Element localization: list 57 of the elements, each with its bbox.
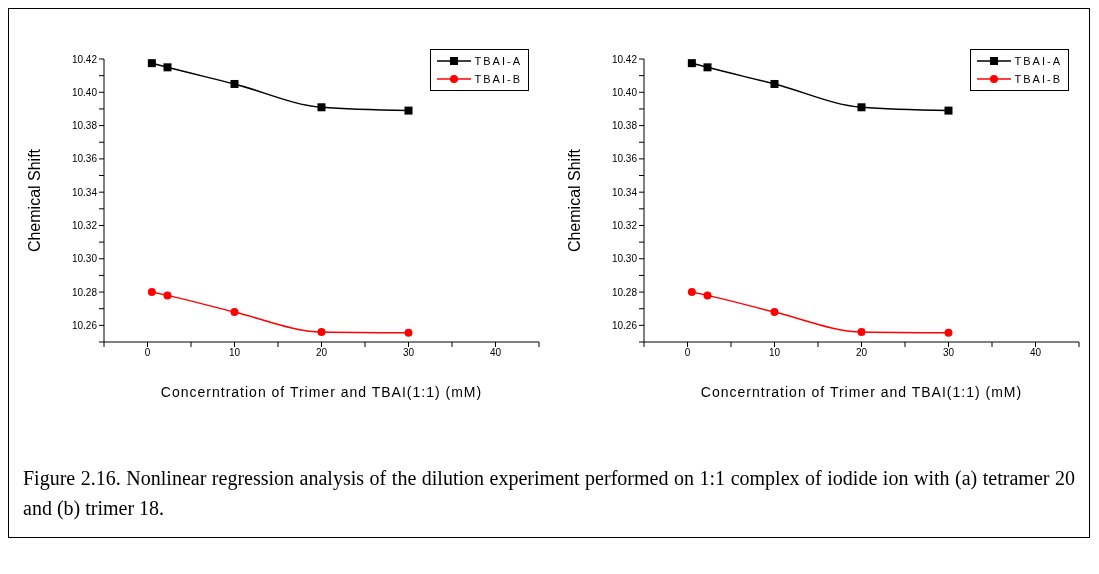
point	[944, 106, 953, 115]
point	[163, 291, 172, 300]
point	[770, 79, 779, 88]
point	[230, 79, 239, 88]
y-tick-label: 10.36	[611, 153, 638, 165]
x-tick-label: 40	[1029, 347, 1042, 359]
point	[317, 103, 326, 112]
point	[687, 59, 696, 68]
x-tick-label: 20	[855, 347, 868, 359]
y-tick-label: 10.26	[71, 319, 98, 331]
y-tick-label: 10.42	[611, 53, 638, 65]
caption: Figure 2.16. Nonlinear regression analysis of the dilution experiment performed on 1:1 complex of iodide ion with (a) tetramer 20 and (b) trimer 18.	[22, 466, 1076, 522]
legend-label: TBAI-A	[474, 55, 522, 67]
point	[404, 328, 413, 337]
x-tick-label: 0	[144, 347, 151, 359]
x-tick-label: 30	[402, 347, 415, 359]
legend-label: TBAI-A	[1014, 55, 1062, 67]
y-tick-label: 10.28	[611, 286, 638, 298]
y-tick-label: 10.40	[611, 86, 638, 98]
y-axis-title: Chemical Shift	[25, 148, 43, 253]
y-tick-label: 10.38	[71, 120, 98, 132]
x-tick-label: 30	[942, 347, 955, 359]
x-axis-title: Concerntration of Trimer and TBAI(1:1) (mM)	[160, 384, 483, 400]
point	[687, 288, 696, 297]
point	[944, 328, 953, 337]
y-tick-label: 10.32	[611, 220, 638, 232]
point	[147, 288, 156, 297]
x-tick-label: 0	[684, 347, 691, 359]
x-tick-label: 40	[489, 347, 502, 359]
x-tick-label: 20	[315, 347, 328, 359]
point	[317, 328, 326, 337]
y-tick-label: 10.28	[71, 286, 98, 298]
point	[703, 291, 712, 300]
y-tick-label: 10.26	[611, 319, 638, 331]
y-tick-label: 10.30	[71, 253, 98, 265]
y-tick-label: 10.38	[611, 120, 638, 132]
legend-label: TBAI-B	[1014, 73, 1062, 85]
x-tick-label: 10	[228, 347, 241, 359]
point	[230, 308, 239, 317]
point	[163, 63, 172, 72]
y-tick-label: 10.30	[611, 253, 638, 265]
point	[404, 106, 413, 115]
y-tick-label: 10.34	[71, 186, 98, 198]
y-tick-label: 10.34	[611, 186, 638, 198]
point	[770, 308, 779, 317]
point	[857, 103, 866, 112]
y-tick-label: 10.42	[71, 53, 98, 65]
point	[147, 59, 156, 68]
y-axis-title: Chemical Shift	[565, 148, 583, 253]
y-tick-label: 10.36	[71, 153, 98, 165]
point	[703, 63, 712, 72]
x-tick-label: 10	[768, 347, 781, 359]
y-tick-label: 10.32	[71, 220, 98, 232]
legend-label: TBAI-B	[474, 73, 522, 85]
x-axis-title: Concerntration of Trimer and TBAI(1:1) (mM)	[700, 384, 1023, 400]
point	[857, 328, 866, 337]
y-tick-label: 10.40	[71, 86, 98, 98]
